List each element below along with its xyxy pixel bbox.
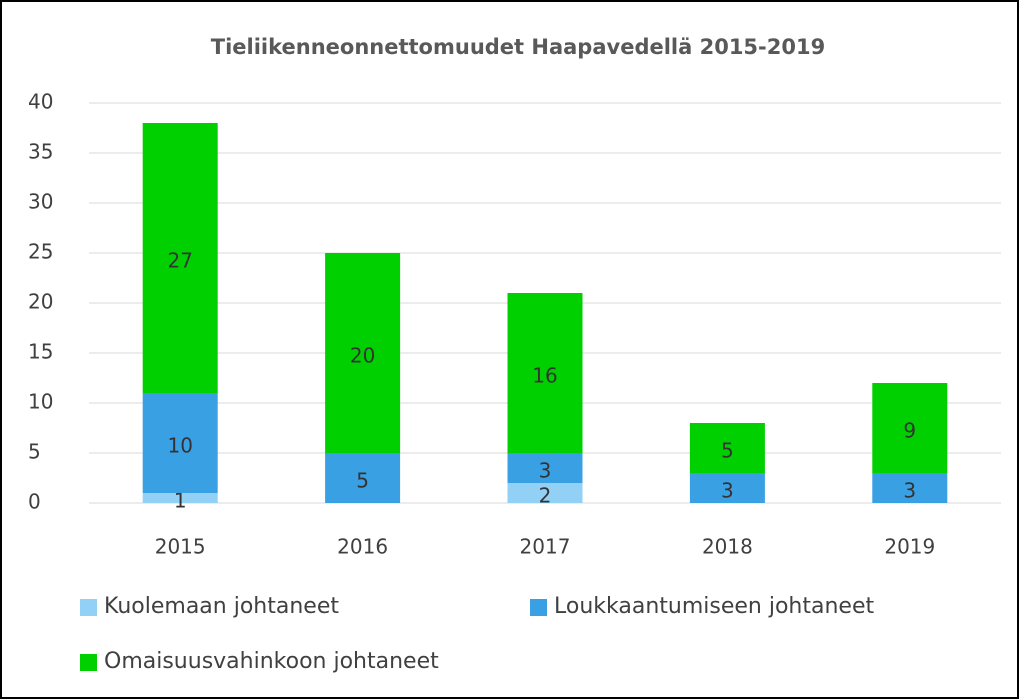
x-tick-label: 2017	[520, 535, 571, 559]
chart-title: Tieliikenneonnettomuudet Haapavedellä 20…	[211, 35, 825, 59]
data-label: 3	[721, 479, 734, 503]
data-label: 3	[539, 459, 552, 483]
data-label: 27	[167, 249, 192, 273]
bar-segment	[142, 123, 218, 393]
y-tick-label: 40	[28, 90, 53, 114]
data-label: 1	[174, 489, 187, 513]
bar-segment	[507, 293, 583, 453]
bar-segment	[872, 383, 948, 473]
x-tick-label: 2015	[155, 535, 206, 559]
bar-segment	[142, 493, 218, 503]
bar-segment	[689, 423, 765, 473]
x-tick-label: 2016	[337, 535, 388, 559]
bar-segment	[507, 483, 583, 503]
bar-segment	[507, 453, 583, 483]
bar-segment	[325, 253, 401, 453]
data-label: 10	[167, 434, 192, 458]
data-label: 9	[903, 419, 916, 443]
legend-swatch	[80, 654, 97, 671]
legend-label: Kuolemaan johtaneet	[104, 594, 339, 619]
y-tick-label: 5	[28, 440, 41, 464]
legend-swatch	[80, 599, 97, 616]
y-tick-label: 15	[28, 340, 53, 364]
y-tick-label: 35	[28, 140, 53, 164]
bar-segment	[142, 393, 218, 493]
data-label: 20	[350, 344, 375, 368]
legend-label: Omaisuusvahinkoon johtaneet	[104, 649, 439, 674]
data-label: 3	[903, 479, 916, 503]
y-tick-label: 10	[28, 390, 53, 414]
data-label: 5	[356, 469, 369, 493]
bar-segment	[872, 473, 948, 503]
data-label: 5	[721, 439, 734, 463]
y-tick-label: 20	[28, 290, 53, 314]
x-tick-label: 2019	[884, 535, 935, 559]
bar-segment	[325, 453, 401, 503]
legend-label: Loukkaantumiseen johtaneet	[554, 594, 874, 619]
y-tick-label: 25	[28, 240, 53, 264]
data-label: 2	[539, 484, 552, 508]
bar-segment	[689, 473, 765, 503]
y-tick-label: 30	[28, 190, 53, 214]
y-tick-label: 0	[28, 490, 41, 514]
legend-swatch	[530, 599, 547, 616]
data-label: 16	[532, 364, 557, 388]
x-tick-label: 2018	[702, 535, 753, 559]
